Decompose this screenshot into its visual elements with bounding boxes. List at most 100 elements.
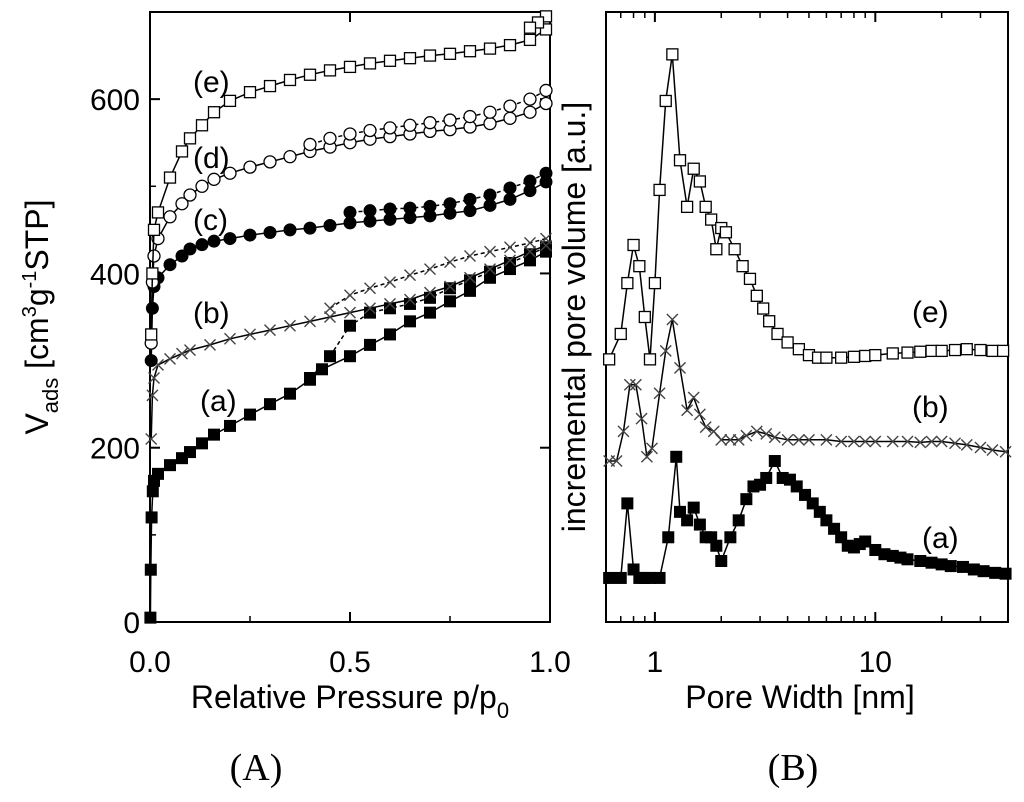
series-a-a-adsorption-point	[316, 363, 328, 376]
series-b-e-point	[792, 343, 806, 356]
series-b-e-point	[974, 343, 987, 357]
curve-label-d: (d)	[193, 142, 230, 175]
series-b-a-point	[662, 531, 675, 544]
y-tick-label: 0	[123, 607, 140, 640]
series-b-a-point	[760, 471, 773, 484]
series-a-b-adsorption-point	[148, 372, 160, 384]
series-b-a-point	[925, 556, 938, 569]
series-b-b-point	[835, 435, 848, 448]
series-a-e-adsorption-point	[523, 33, 537, 47]
series-a-b-adsorption-point	[204, 338, 216, 351]
series-a-e-adsorption-point	[145, 328, 158, 341]
panel-b-plot-frame	[605, 11, 1009, 623]
series-a-c-desorption-point	[343, 205, 357, 219]
series-b-e-point	[602, 353, 616, 366]
series-b-e-point	[835, 351, 848, 364]
series-a-a-adsorption-point	[364, 338, 376, 351]
y-tick-label: 400	[90, 258, 140, 291]
series-a-e-adsorption-point	[463, 45, 477, 58]
series-a-b-adsorption-point	[184, 344, 196, 357]
panel-a-adsorption-isotherm: 0.0 0.5 1.0 0 200 400 600 (a) (b) (c) (d) (e) Rel…	[19, 10, 571, 789]
series-a-e-adsorption-point	[503, 38, 517, 52]
series-a-e-adsorption-point	[223, 94, 237, 108]
series-a-b-adsorption-point	[224, 332, 236, 345]
series-a-a-adsorption-point	[284, 387, 296, 400]
series-b-b-point	[886, 435, 899, 448]
series-a-b-adsorption-point	[164, 352, 176, 365]
series-a-a-desorption-point	[324, 350, 336, 363]
series-a-c-desorption-point	[403, 201, 417, 215]
series-b-e-point	[859, 349, 872, 363]
series-a-c-adsorption-point	[223, 232, 237, 246]
series-b-b-point	[732, 433, 745, 446]
series-a-e-adsorption-point	[195, 119, 209, 132]
series-a-b-desorption-point	[364, 282, 376, 295]
series-b-a-point	[977, 565, 990, 578]
x-tick-label: 1	[647, 646, 664, 679]
series-b-b-point	[847, 435, 860, 448]
series-b-e-point	[743, 272, 757, 286]
series-b-b-point	[925, 435, 938, 448]
series-a-d-desorption-point	[383, 121, 397, 135]
series-b-e-point	[935, 344, 948, 358]
series-a-a-adsorption-point	[176, 452, 188, 465]
series-a-a-adsorption-point	[404, 315, 416, 328]
series-a-a-desorption-point	[364, 306, 376, 319]
series-b-e-point	[736, 260, 749, 273]
series-a-b-adsorption-point	[324, 311, 336, 323]
panel-a-label: (A)	[230, 747, 283, 789]
series-a-e-adsorption-point	[183, 132, 197, 145]
series-a-e-adsorption-point	[303, 68, 317, 81]
series-b-e-point	[659, 94, 672, 108]
series-b-a-point	[944, 560, 957, 573]
series-b-a-point	[835, 531, 848, 544]
series-b-b-point	[768, 431, 781, 444]
series-a-b-adsorption-point	[176, 347, 188, 360]
series-a-d-adsorption-point	[147, 249, 161, 263]
series-b-b-point	[635, 412, 648, 425]
series-a-e-adsorption-point	[175, 145, 189, 158]
series-a-b-adsorption-point	[384, 297, 396, 310]
panel-b-series	[602, 48, 1012, 584]
series-b-a-point	[806, 497, 819, 510]
series-a-c-desorption-point	[443, 197, 457, 211]
series-b-b-point	[820, 433, 833, 446]
y-tick-label: 200	[90, 433, 140, 466]
series-a-b-adsorption-point	[264, 324, 276, 337]
panel-b-label: (B)	[768, 747, 819, 789]
series-a-a-desorption-point	[384, 302, 396, 315]
series-a-c-desorption-point	[503, 181, 517, 195]
series-b-b-point	[974, 441, 987, 454]
series-a-b-adsorption-point	[404, 293, 416, 306]
series-a-d-adsorption-point	[523, 105, 537, 119]
series-a-a-adsorption-point	[152, 467, 164, 480]
series-b-b-point	[653, 387, 666, 400]
series-b-b-point	[740, 429, 753, 442]
series-b-a-point	[687, 501, 700, 514]
series-b-b-point	[629, 378, 642, 391]
curve-label-a: (a)	[922, 522, 959, 555]
series-a-a-adsorption-point	[224, 419, 236, 432]
series-a-a-adsorption-point	[344, 350, 356, 363]
x-tick-label: 0.0	[129, 646, 171, 679]
series-b-e-point	[638, 310, 651, 324]
series-a-e-adsorption-point	[263, 79, 277, 93]
series-a-c-adsorption-point	[503, 192, 517, 206]
series-b-a-point	[813, 505, 826, 518]
series-b-e-point	[621, 276, 634, 290]
series-a-a-adsorption-point	[144, 563, 157, 576]
series-a-d-adsorption-point	[263, 155, 277, 169]
series-a-a-adsorption-point	[444, 295, 456, 308]
series-a-e-adsorption-point	[151, 206, 165, 219]
series-a-c-adsorption-point	[243, 228, 257, 242]
series-a-b-adsorption-point	[484, 263, 496, 276]
series-b-b-point	[914, 436, 927, 449]
series-b-a-point	[999, 567, 1012, 580]
series-a-b-adsorption-point	[444, 280, 456, 293]
series-a-c-adsorption-point	[283, 223, 297, 237]
series-b-b-point	[666, 313, 679, 326]
panel-b-x-ticks: 1 10	[620, 12, 982, 679]
panel-a-y-ticks: 0 200 400 600	[90, 84, 550, 640]
series-b-e-point	[643, 353, 657, 366]
series-b-e-point	[771, 327, 784, 341]
